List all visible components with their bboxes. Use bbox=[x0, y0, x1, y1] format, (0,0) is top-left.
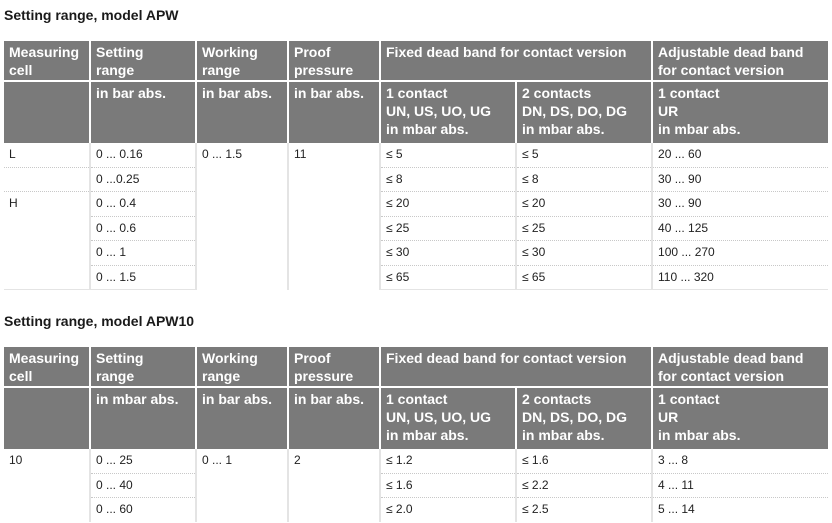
cell-adj: 4 ... 11 bbox=[651, 473, 829, 498]
cell-proof: 2 bbox=[287, 449, 380, 522]
cell-one-contact: ≤ 1.2 bbox=[379, 449, 516, 474]
cell-adj: 30 ... 90 bbox=[651, 167, 829, 192]
table-row: H 0 ... 0.4 ≤ 20 ≤ 20 30 ... 90 bbox=[4, 191, 829, 217]
header-fixed-dead-band: Fixed dead band for contact version bbox=[378, 41, 653, 82]
cell-setting: 0 ... 0.4 bbox=[89, 191, 196, 217]
table-row: 0 ... 0.6 ≤ 25 ≤ 25 40 ... 125 bbox=[4, 216, 829, 241]
cell-two-contacts: ≤ 1.6 bbox=[514, 449, 653, 474]
cell-two-contacts: ≤ 30 bbox=[514, 240, 653, 266]
header-proof-pressure: Proof pressure bbox=[287, 347, 380, 388]
header-unit-working: in bar abs. bbox=[195, 387, 288, 449]
cell-working: 0 ... 1.5 bbox=[195, 143, 288, 290]
cell-adj: 30 ... 90 bbox=[651, 191, 829, 217]
cell-two-contacts: ≤ 2.2 bbox=[514, 473, 653, 498]
cell-two-contacts: ≤ 20 bbox=[514, 191, 653, 217]
cell-two-contacts: ≤ 5 bbox=[514, 143, 653, 168]
header-two-contacts: 2 contacts DN, DS, DO, DG in mbar abs. bbox=[514, 387, 653, 449]
header-adj-one-contact: 1 contact UR in mbar abs. bbox=[651, 81, 829, 143]
header-unit-proof: in bar abs. bbox=[287, 387, 380, 449]
header-setting-range: Setting range bbox=[89, 41, 196, 82]
header-measuring-cell: Measuring cell bbox=[4, 347, 90, 388]
cell-measuring: H bbox=[9, 196, 18, 210]
header-unit-working: in bar abs. bbox=[195, 81, 288, 143]
cell-setting: 0 ... 1.5 bbox=[89, 265, 196, 290]
cell-setting: 0 ... 0.16 bbox=[89, 143, 196, 168]
cell-one-contact: ≤ 30 bbox=[379, 240, 516, 266]
header-adjustable-dead-band: Adjustable dead band for contact version bbox=[651, 41, 829, 82]
header-unit-setting: in bar abs. bbox=[89, 81, 196, 143]
cell-adj: 40 ... 125 bbox=[651, 216, 829, 241]
cell-proof: 11 bbox=[287, 143, 380, 290]
header-working-range: Working range bbox=[195, 41, 288, 82]
header-unit-setting: in mbar abs. bbox=[89, 387, 196, 449]
cell-setting: 0 ... 25 bbox=[89, 449, 196, 474]
cell-adj: 100 ... 270 bbox=[651, 240, 829, 266]
cell-measuring bbox=[4, 241, 90, 266]
header-working-range: Working range bbox=[195, 347, 288, 388]
table-row: 0 ... 1.5 ≤ 65 ≤ 65 110 ... 320 bbox=[4, 265, 829, 290]
cell-working: 0 ... 1 bbox=[195, 449, 288, 522]
setting-range-table-apw10: Measuring cell Setting range Working range … bbox=[4, 347, 829, 522]
cell-adj: 5 ... 14 bbox=[651, 497, 829, 522]
cell-one-contact: ≤ 65 bbox=[379, 265, 516, 290]
table-row: 0 ... 40 ≤ 1.6 ≤ 2.2 4 ... 11 bbox=[4, 473, 829, 498]
cell-setting: 0 ... 1 bbox=[89, 240, 196, 266]
header-measuring-cell: Measuring cell bbox=[4, 41, 90, 82]
header-setting-range: Setting range bbox=[89, 347, 196, 388]
table-1-title: Setting range, model APW bbox=[4, 7, 179, 23]
table-row: 10 0 ... 25 0 ... 1 2 ≤ 1.2 ≤ 1.6 3 ... … bbox=[4, 449, 829, 522]
cell-one-contact: ≤ 2.0 bbox=[379, 497, 516, 522]
cell-one-contact: ≤ 8 bbox=[379, 167, 516, 192]
header-adj-one-contact: 1 contact UR in mbar abs. bbox=[651, 387, 829, 449]
cell-measuring bbox=[4, 498, 90, 522]
table-row: 0 ... 1 ≤ 30 ≤ 30 100 ... 270 bbox=[4, 240, 829, 266]
header-measuring-cell-blank bbox=[4, 387, 90, 449]
cell-two-contacts: ≤ 25 bbox=[514, 216, 653, 241]
cell-measuring bbox=[4, 167, 90, 192]
cell-measuring: L bbox=[4, 143, 90, 168]
cell-measuring bbox=[4, 265, 90, 290]
cell-setting: 0 ...0.25 bbox=[89, 167, 196, 192]
header-measuring-cell-blank bbox=[4, 81, 90, 143]
header-unit-proof: in bar abs. bbox=[287, 81, 380, 143]
cell-two-contacts: ≤ 2.5 bbox=[514, 497, 653, 522]
cell-one-contact: ≤ 5 bbox=[379, 143, 516, 168]
cell-setting: 0 ... 40 bbox=[89, 473, 196, 498]
header-two-contacts: 2 contacts DN, DS, DO, DG in mbar abs. bbox=[514, 81, 653, 143]
table-row: 0 ...0.25 ≤ 8 ≤ 8 30 ... 90 bbox=[4, 167, 829, 192]
header-one-contact: 1 contact UN, US, UO, UG in mbar abs. bbox=[379, 387, 516, 449]
cell-one-contact: ≤ 1.6 bbox=[379, 473, 516, 498]
cell-setting: 0 ... 60 bbox=[89, 497, 196, 522]
cell-adj: 110 ... 320 bbox=[651, 265, 829, 290]
header-proof-pressure: Proof pressure bbox=[287, 41, 380, 82]
table-2-title: Setting range, model APW10 bbox=[4, 313, 195, 329]
cell-measuring: 10 bbox=[9, 453, 23, 467]
cell-measuring bbox=[4, 216, 90, 241]
header-fixed-dead-band: Fixed dead band for contact version bbox=[378, 347, 653, 388]
table-row: 0 ... 60 ≤ 2.0 ≤ 2.5 5 ... 14 bbox=[4, 497, 829, 522]
cell-measuring bbox=[4, 473, 90, 498]
cell-two-contacts: ≤ 8 bbox=[514, 167, 653, 192]
cell-adj: 20 ... 60 bbox=[651, 143, 829, 168]
cell-one-contact: ≤ 25 bbox=[379, 216, 516, 241]
setting-range-table-apw: Measuring cell Setting range Working range … bbox=[4, 41, 829, 290]
cell-two-contacts: ≤ 65 bbox=[514, 265, 653, 290]
cell-one-contact: ≤ 20 bbox=[379, 191, 516, 217]
header-one-contact: 1 contact UN, US, UO, UG in mbar abs. bbox=[379, 81, 516, 143]
table-row: L 0 ... 0.16 0 ... 1.5 11 ≤ 5 ≤ 5 20 ...… bbox=[4, 143, 829, 290]
header-adjustable-dead-band: Adjustable dead band for contact version bbox=[651, 347, 829, 388]
cell-adj: 3 ... 8 bbox=[651, 449, 829, 474]
cell-setting: 0 ... 0.6 bbox=[89, 216, 196, 241]
